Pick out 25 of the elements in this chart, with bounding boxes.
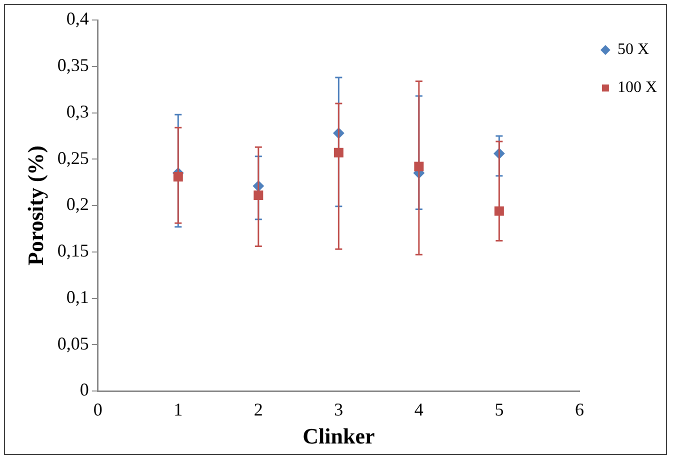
x-axis-title: Clinker	[302, 423, 375, 448]
x-tick-label: 2	[254, 400, 263, 420]
x-tick-label: 6	[574, 400, 584, 420]
legend-label: 50 X	[617, 41, 650, 58]
x-tick-label: 4	[414, 400, 424, 420]
y-tick-label: 0,4	[66, 8, 89, 29]
y-tick-label: 0,2	[66, 194, 89, 214]
point	[334, 148, 344, 158]
x-tick-label: 0	[93, 400, 102, 420]
point	[173, 172, 183, 182]
y-tick-label: 0,35	[57, 55, 89, 76]
y-tick-label: 0,15	[57, 240, 89, 261]
point	[494, 206, 504, 216]
y-tick-label: 0,1	[66, 286, 89, 307]
y-tick-label: 0	[80, 380, 89, 400]
y-tick-label: 0,3	[66, 101, 89, 122]
legend-label: 100 X	[617, 79, 658, 96]
point	[254, 190, 264, 200]
x-tick-label: 3	[334, 400, 344, 420]
y-tick-label: 0,05	[57, 333, 89, 354]
y-tick-label: 0,25	[57, 148, 89, 168]
x-tick-label: 1	[174, 400, 183, 420]
x-tick-label: 5	[494, 400, 504, 420]
point	[414, 162, 424, 172]
y-axis-title: Porosity (%)	[22, 146, 48, 266]
